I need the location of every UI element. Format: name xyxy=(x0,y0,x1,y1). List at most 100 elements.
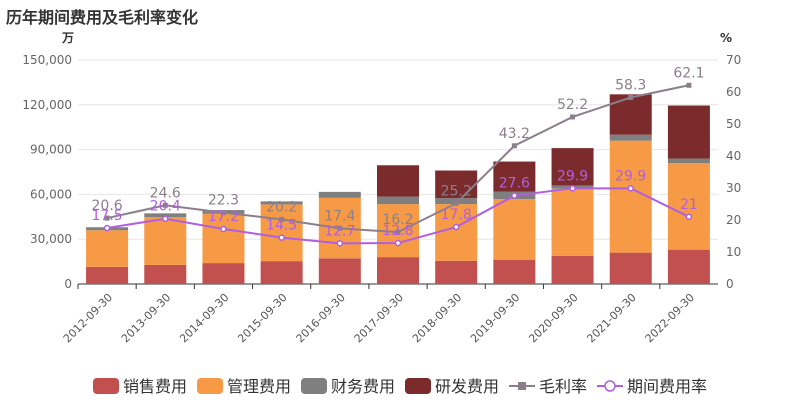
data-label: 22.3 xyxy=(208,193,239,209)
data-point xyxy=(569,185,576,192)
left-tick-label: 120,000 xyxy=(22,98,72,112)
legend-swatch xyxy=(405,378,431,394)
data-label: 29.9 xyxy=(557,168,588,184)
bar-segment xyxy=(667,158,710,164)
bar-segment xyxy=(667,163,710,250)
bar-segment xyxy=(377,196,419,205)
data-point xyxy=(162,202,168,208)
bar-segment xyxy=(493,161,536,192)
left-tick-label: 150,000 xyxy=(22,53,72,67)
left-axis-unit: 万 xyxy=(61,31,74,45)
data-label: 29.9 xyxy=(615,168,646,184)
data-point xyxy=(627,185,634,192)
bar-segment xyxy=(435,170,478,199)
x-tick-label: 2018-09-30 xyxy=(410,291,464,345)
data-label: 20.6 xyxy=(92,198,123,214)
x-tick-label: 2016-09-30 xyxy=(294,291,348,345)
data-point xyxy=(395,229,401,235)
bar-segment xyxy=(202,263,245,284)
data-point xyxy=(452,223,460,231)
data-point xyxy=(685,213,693,221)
bar-segment xyxy=(86,230,129,267)
bar-segment xyxy=(609,252,652,284)
bar-segment xyxy=(318,258,361,284)
data-label: 58.3 xyxy=(615,77,646,93)
bar-segment xyxy=(609,94,652,135)
bar-segment xyxy=(435,260,478,284)
lines xyxy=(103,82,693,247)
legend: 销售费用 管理费用 财务费用 研发费用 毛利率 期间费用率 xyxy=(93,377,707,396)
data-labels: 20.6 24.6 22.3 20.2 17.4 16.2 25.2 43.2 52.2 58.3… xyxy=(92,65,705,239)
data-label: 62.1 xyxy=(673,65,704,81)
data-point xyxy=(511,143,517,149)
left-tick-label: 60,000 xyxy=(30,187,72,201)
bar-segment xyxy=(86,266,129,284)
chart-title: 历年期间费用及毛利率变化 xyxy=(6,8,199,27)
x-tick-label: 2019-09-30 xyxy=(468,291,522,345)
data-point xyxy=(337,225,343,231)
data-point xyxy=(278,234,285,241)
data-point xyxy=(336,240,344,247)
bar-segment xyxy=(609,134,652,141)
data-point xyxy=(279,216,285,222)
right-tick-label: 60 xyxy=(726,85,741,99)
data-label: 43.2 xyxy=(499,126,530,142)
data-point xyxy=(104,215,110,221)
legend-label: 管理费用 xyxy=(227,377,291,396)
bar-segment xyxy=(318,191,361,198)
data-label: 17.4 xyxy=(324,208,355,224)
x-tick-label: 2017-09-30 xyxy=(352,291,406,345)
legend-label: 销售费用 xyxy=(123,377,187,396)
x-tick-label: 2012-09-30 xyxy=(61,291,115,345)
data-point xyxy=(220,225,227,233)
x-tick-label: 2013-09-30 xyxy=(119,291,173,345)
bar-segment xyxy=(377,165,419,197)
data-label: 12.7 xyxy=(324,223,355,239)
data-point xyxy=(628,94,634,100)
bar-segment xyxy=(260,204,303,262)
data-label: 17.5 xyxy=(92,208,123,224)
x-tick-label: 2014-09-30 xyxy=(177,291,231,345)
right-tick-label: 40 xyxy=(726,149,741,163)
right-tick-label: 70 xyxy=(726,53,741,67)
x-tick-label: 2015-09-30 xyxy=(235,291,289,345)
x-tick-label: 2020-09-30 xyxy=(526,291,580,345)
right-tick-label: 30 xyxy=(726,181,741,195)
data-label: 27.6 xyxy=(499,176,530,192)
bar-segment xyxy=(144,213,187,218)
right-axis-unit: % xyxy=(720,31,732,45)
bar-segment xyxy=(609,140,652,253)
data-label: 20.4 xyxy=(150,199,181,215)
right-tick-label: 20 xyxy=(726,213,741,227)
data-point xyxy=(570,114,576,120)
left-tick-label: 90,000 xyxy=(30,143,72,157)
bar-segment xyxy=(260,201,303,205)
legend-label: 研发费用 xyxy=(435,377,499,396)
bar-segment xyxy=(493,199,536,260)
bar-segment xyxy=(144,264,187,284)
bar-segment xyxy=(551,148,594,186)
x-tick-label: 2021-09-30 xyxy=(584,291,638,345)
bar-segment xyxy=(377,257,419,284)
data-point xyxy=(220,210,226,216)
data-point xyxy=(162,215,169,222)
legend-swatch xyxy=(301,378,327,394)
data-point xyxy=(453,200,459,206)
legend-label: 期间费用率 xyxy=(627,377,707,396)
bar-segment xyxy=(435,204,478,261)
data-label: 24.6 xyxy=(150,185,181,201)
data-label: 25.2 xyxy=(441,183,472,199)
legend-marker xyxy=(518,382,526,390)
data-point xyxy=(686,82,692,88)
legend-marker xyxy=(604,380,616,392)
bar-segment xyxy=(144,217,187,265)
bar-segment xyxy=(667,249,710,284)
data-label: 14.5 xyxy=(266,218,297,234)
bar-segment xyxy=(260,261,303,284)
data-label: 17.8 xyxy=(441,207,472,223)
data-label: 16.2 xyxy=(382,212,413,228)
legend-label: 财务费用 xyxy=(331,377,395,396)
data-label: 17.2 xyxy=(208,209,239,225)
data-label: 20.2 xyxy=(266,199,297,215)
